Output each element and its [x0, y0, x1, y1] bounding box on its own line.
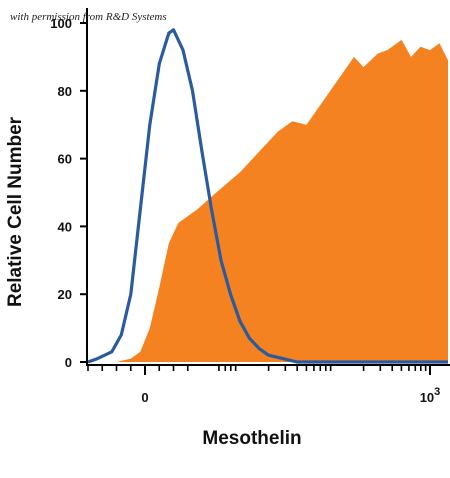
y-tick-label: 60	[58, 152, 72, 167]
plot-series	[87, 28, 448, 364]
y-tick-label: 40	[58, 219, 72, 234]
watermark-text: with permission from R&D Systems	[10, 11, 167, 23]
series-line-1	[87, 28, 448, 364]
y-ticks: 0 20 40 60 80 100	[50, 16, 87, 370]
x-tick-label-base: 10	[420, 390, 434, 405]
x-axis-title: Mesothelin	[202, 428, 301, 449]
x-ticks: 0103104105	[87, 365, 441, 405]
x-tick-label: 103	[420, 386, 441, 405]
series-filled-area-0	[116, 39, 448, 363]
x-tick-label: 0	[141, 390, 148, 405]
x-tick-label-base: 0	[141, 390, 148, 405]
y-tick-label: 20	[58, 287, 72, 302]
y-axis-title: Relative Cell Number	[5, 116, 26, 307]
y-tick-label: 0	[65, 355, 72, 370]
y-tick-label: 100	[50, 16, 72, 31]
y-tick-label: 80	[58, 84, 72, 99]
x-tick-label-exponent: 3	[434, 386, 440, 398]
